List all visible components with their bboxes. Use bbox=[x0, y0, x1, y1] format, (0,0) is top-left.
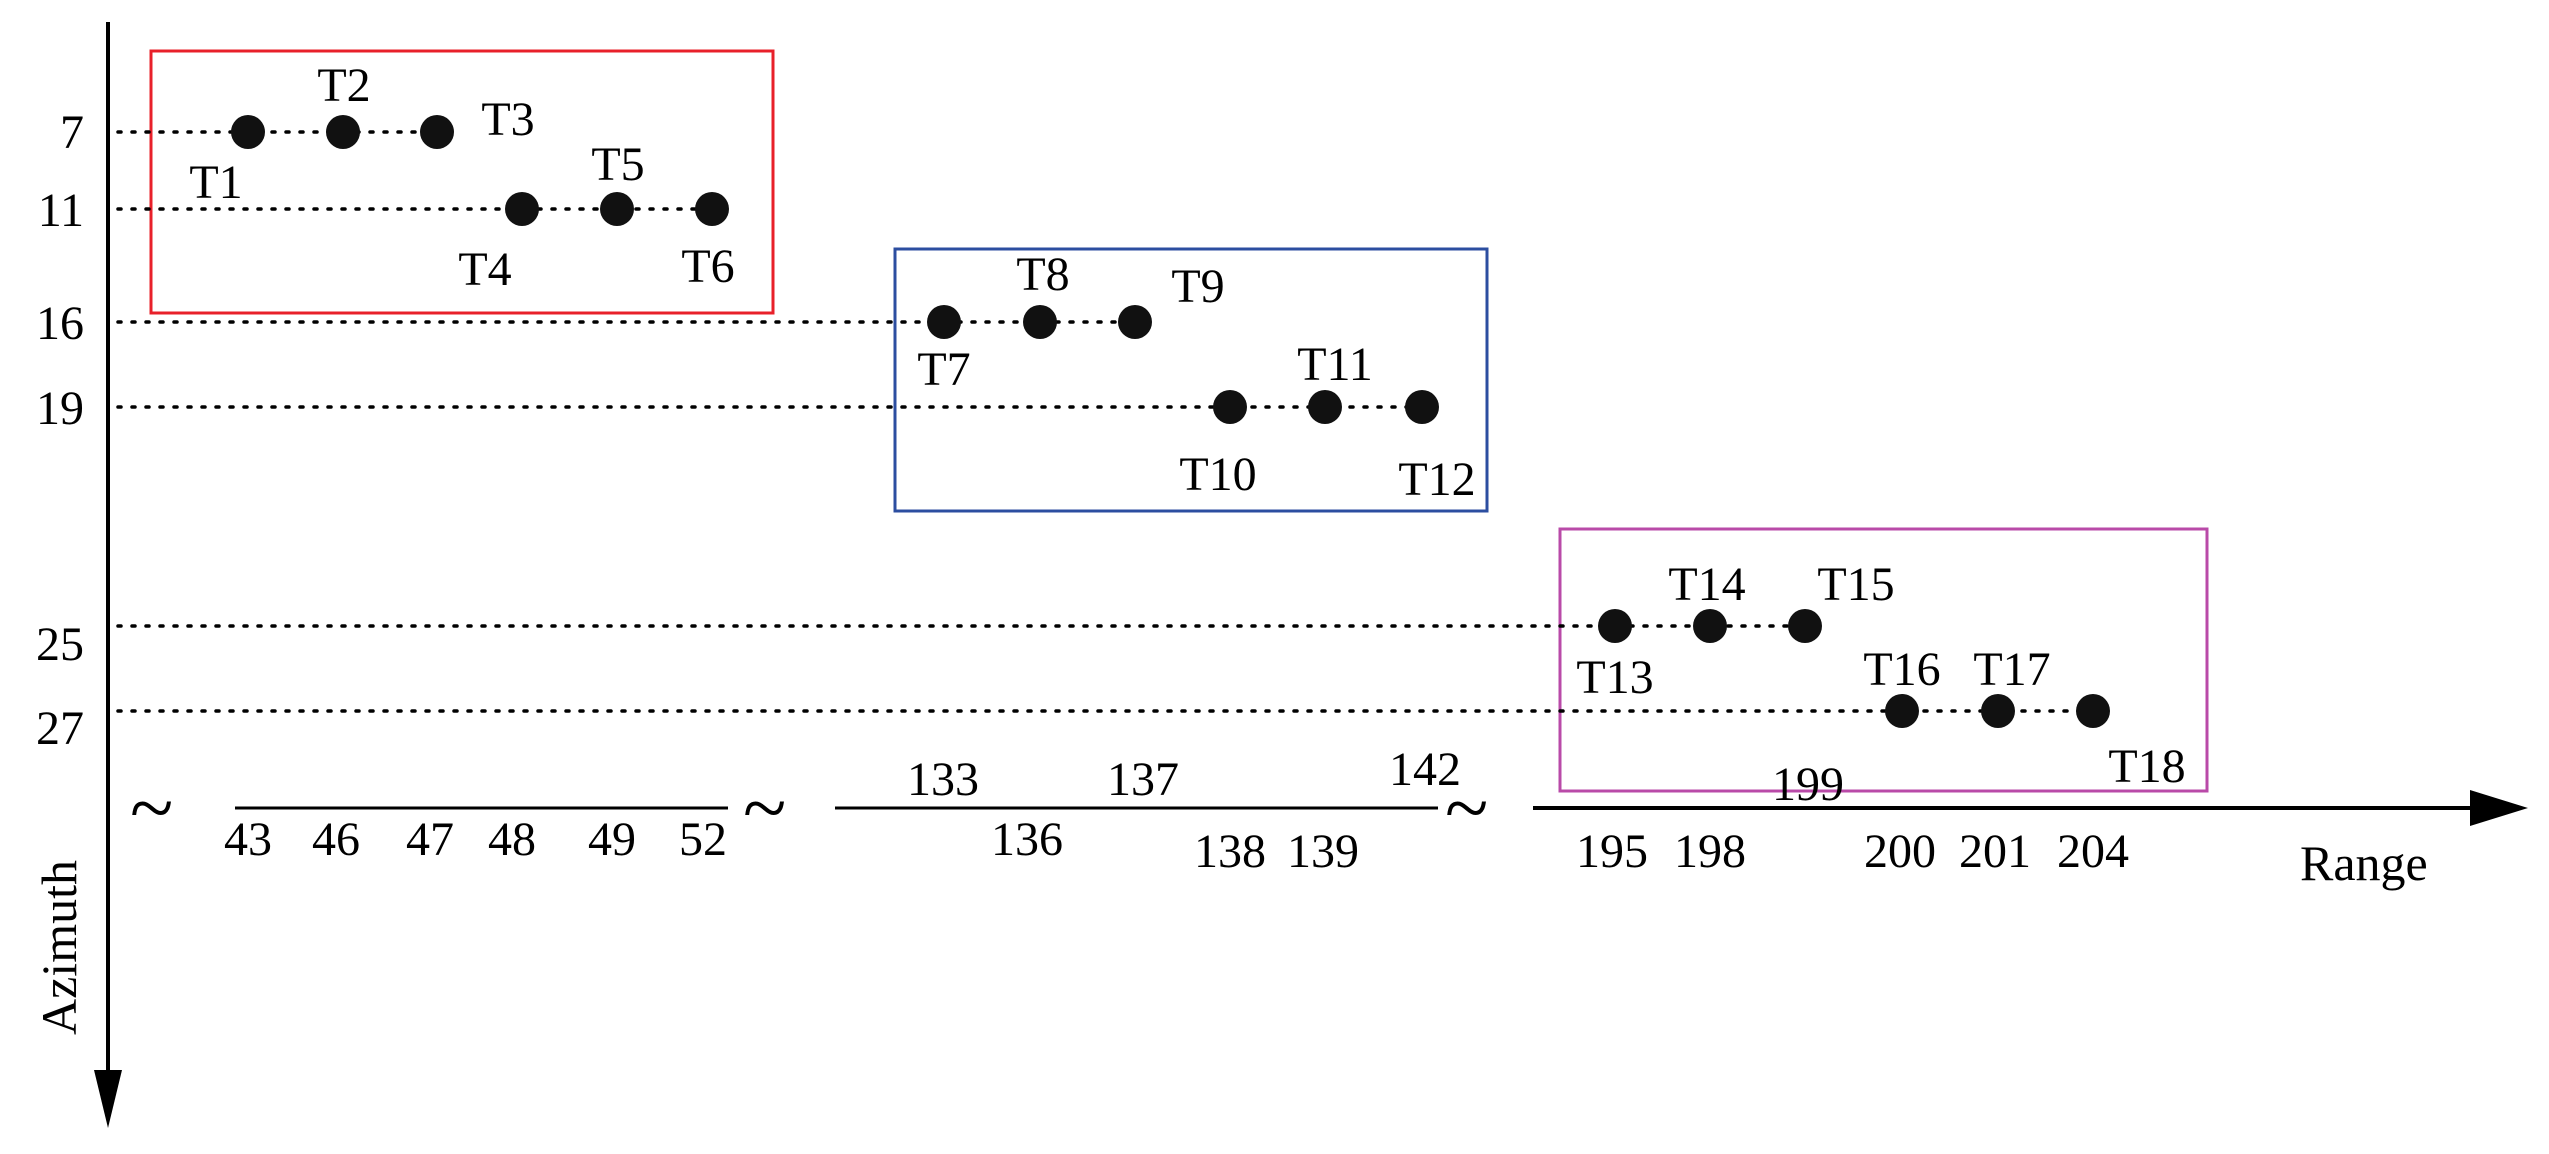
range-tick: 199 bbox=[1772, 758, 1844, 811]
range-tick: 48 bbox=[488, 813, 536, 866]
target-point-t11 bbox=[1308, 390, 1342, 424]
azimuth-tick: 7 bbox=[60, 106, 84, 159]
azimuth-tick-labels: 7 11 16 19 25 27 bbox=[36, 106, 84, 755]
range-tick: 139 bbox=[1287, 825, 1359, 878]
range-tick: 46 bbox=[312, 813, 360, 866]
target-point-t5 bbox=[600, 192, 634, 226]
azimuth-axis-label: Azimuth bbox=[31, 860, 87, 1035]
target-label-t15: T15 bbox=[1817, 558, 1894, 611]
axis-break-symbol: ~ bbox=[1445, 765, 1488, 853]
target-label-t13: T13 bbox=[1576, 651, 1653, 704]
target-label-t6: T6 bbox=[681, 240, 734, 293]
azimuth-axis-arrowhead bbox=[94, 1070, 122, 1128]
range-tick: 49 bbox=[588, 813, 636, 866]
axis-break-symbol: ~ bbox=[743, 765, 786, 853]
target-label-t18: T18 bbox=[2108, 740, 2185, 793]
target-label-t11: T11 bbox=[1297, 338, 1373, 391]
group-box-1 bbox=[149, 49, 775, 315]
target-label-t10: T10 bbox=[1179, 448, 1256, 501]
target-point-t15 bbox=[1788, 609, 1822, 643]
range-tick: 137 bbox=[1107, 753, 1179, 806]
target-point-t8 bbox=[1023, 305, 1057, 339]
target-label-t14: T14 bbox=[1668, 558, 1745, 611]
range-tick: 198 bbox=[1674, 825, 1746, 878]
range-tick: 136 bbox=[991, 813, 1063, 866]
range-tick: 47 bbox=[406, 813, 454, 866]
range-tick: 133 bbox=[907, 753, 979, 806]
target-point-t12 bbox=[1405, 390, 1439, 424]
target-point-t17 bbox=[1981, 694, 2015, 728]
range-tick: 201 bbox=[1959, 825, 2031, 878]
target-point-t3 bbox=[420, 115, 454, 149]
target-point-t6 bbox=[695, 192, 729, 226]
target-point-t18 bbox=[2076, 694, 2110, 728]
guide-lines bbox=[116, 130, 2095, 713]
target-label-t5: T5 bbox=[591, 138, 644, 191]
target-point-t9 bbox=[1118, 305, 1152, 339]
target-label-t7: T7 bbox=[917, 343, 970, 396]
range-tick: 138 bbox=[1194, 825, 1266, 878]
target-label-t1: T1 bbox=[189, 156, 242, 209]
range-axis-label: Range bbox=[2300, 835, 2428, 891]
target-label-t3: T3 bbox=[481, 93, 534, 146]
range-axis-arrowhead bbox=[2470, 790, 2528, 826]
targets: T1 T2 T3 T4 T5 T6 T7 T8 T9 T10 T11 T12 T13 T14 T15 T16 T… bbox=[189, 59, 2185, 793]
target-point-t7 bbox=[927, 305, 961, 339]
azimuth-tick: 11 bbox=[38, 184, 84, 237]
axis-break-symbol: ~ bbox=[130, 765, 173, 853]
axes: Azimuth Range bbox=[31, 22, 2528, 1128]
target-label-t2: T2 bbox=[317, 59, 370, 112]
range-tick-labels: 43 46 47 48 49 52 133 136 137 138 139 14… bbox=[224, 743, 2129, 878]
target-label-t4: T4 bbox=[458, 243, 511, 296]
target-point-t1 bbox=[231, 115, 265, 149]
azimuth-tick: 27 bbox=[36, 702, 84, 755]
target-label-t12: T12 bbox=[1398, 453, 1475, 506]
target-label-t16: T16 bbox=[1863, 643, 1940, 696]
range-tick: 142 bbox=[1389, 743, 1461, 796]
group-box-3 bbox=[1558, 527, 2209, 793]
range-tick: 195 bbox=[1576, 825, 1648, 878]
target-point-t10 bbox=[1213, 390, 1247, 424]
range-tick: 204 bbox=[2057, 825, 2129, 878]
azimuth-tick: 25 bbox=[36, 618, 84, 671]
group-boxes bbox=[149, 49, 2209, 793]
target-label-t8: T8 bbox=[1016, 248, 1069, 301]
range-tick: 200 bbox=[1864, 825, 1936, 878]
target-point-t4 bbox=[505, 192, 539, 226]
target-point-t13 bbox=[1598, 609, 1632, 643]
target-point-t16 bbox=[1885, 694, 1919, 728]
azimuth-tick: 19 bbox=[36, 382, 84, 435]
target-label-t17: T17 bbox=[1973, 643, 2050, 696]
axis-breaks: ~ ~ ~ bbox=[130, 765, 1488, 853]
target-point-t14 bbox=[1693, 609, 1727, 643]
target-label-t9: T9 bbox=[1171, 260, 1224, 313]
azimuth-tick: 16 bbox=[36, 297, 84, 350]
range-tick: 52 bbox=[679, 813, 727, 866]
group-box-2 bbox=[893, 247, 1489, 513]
range-tick: 43 bbox=[224, 813, 272, 866]
target-point-t2 bbox=[326, 115, 360, 149]
